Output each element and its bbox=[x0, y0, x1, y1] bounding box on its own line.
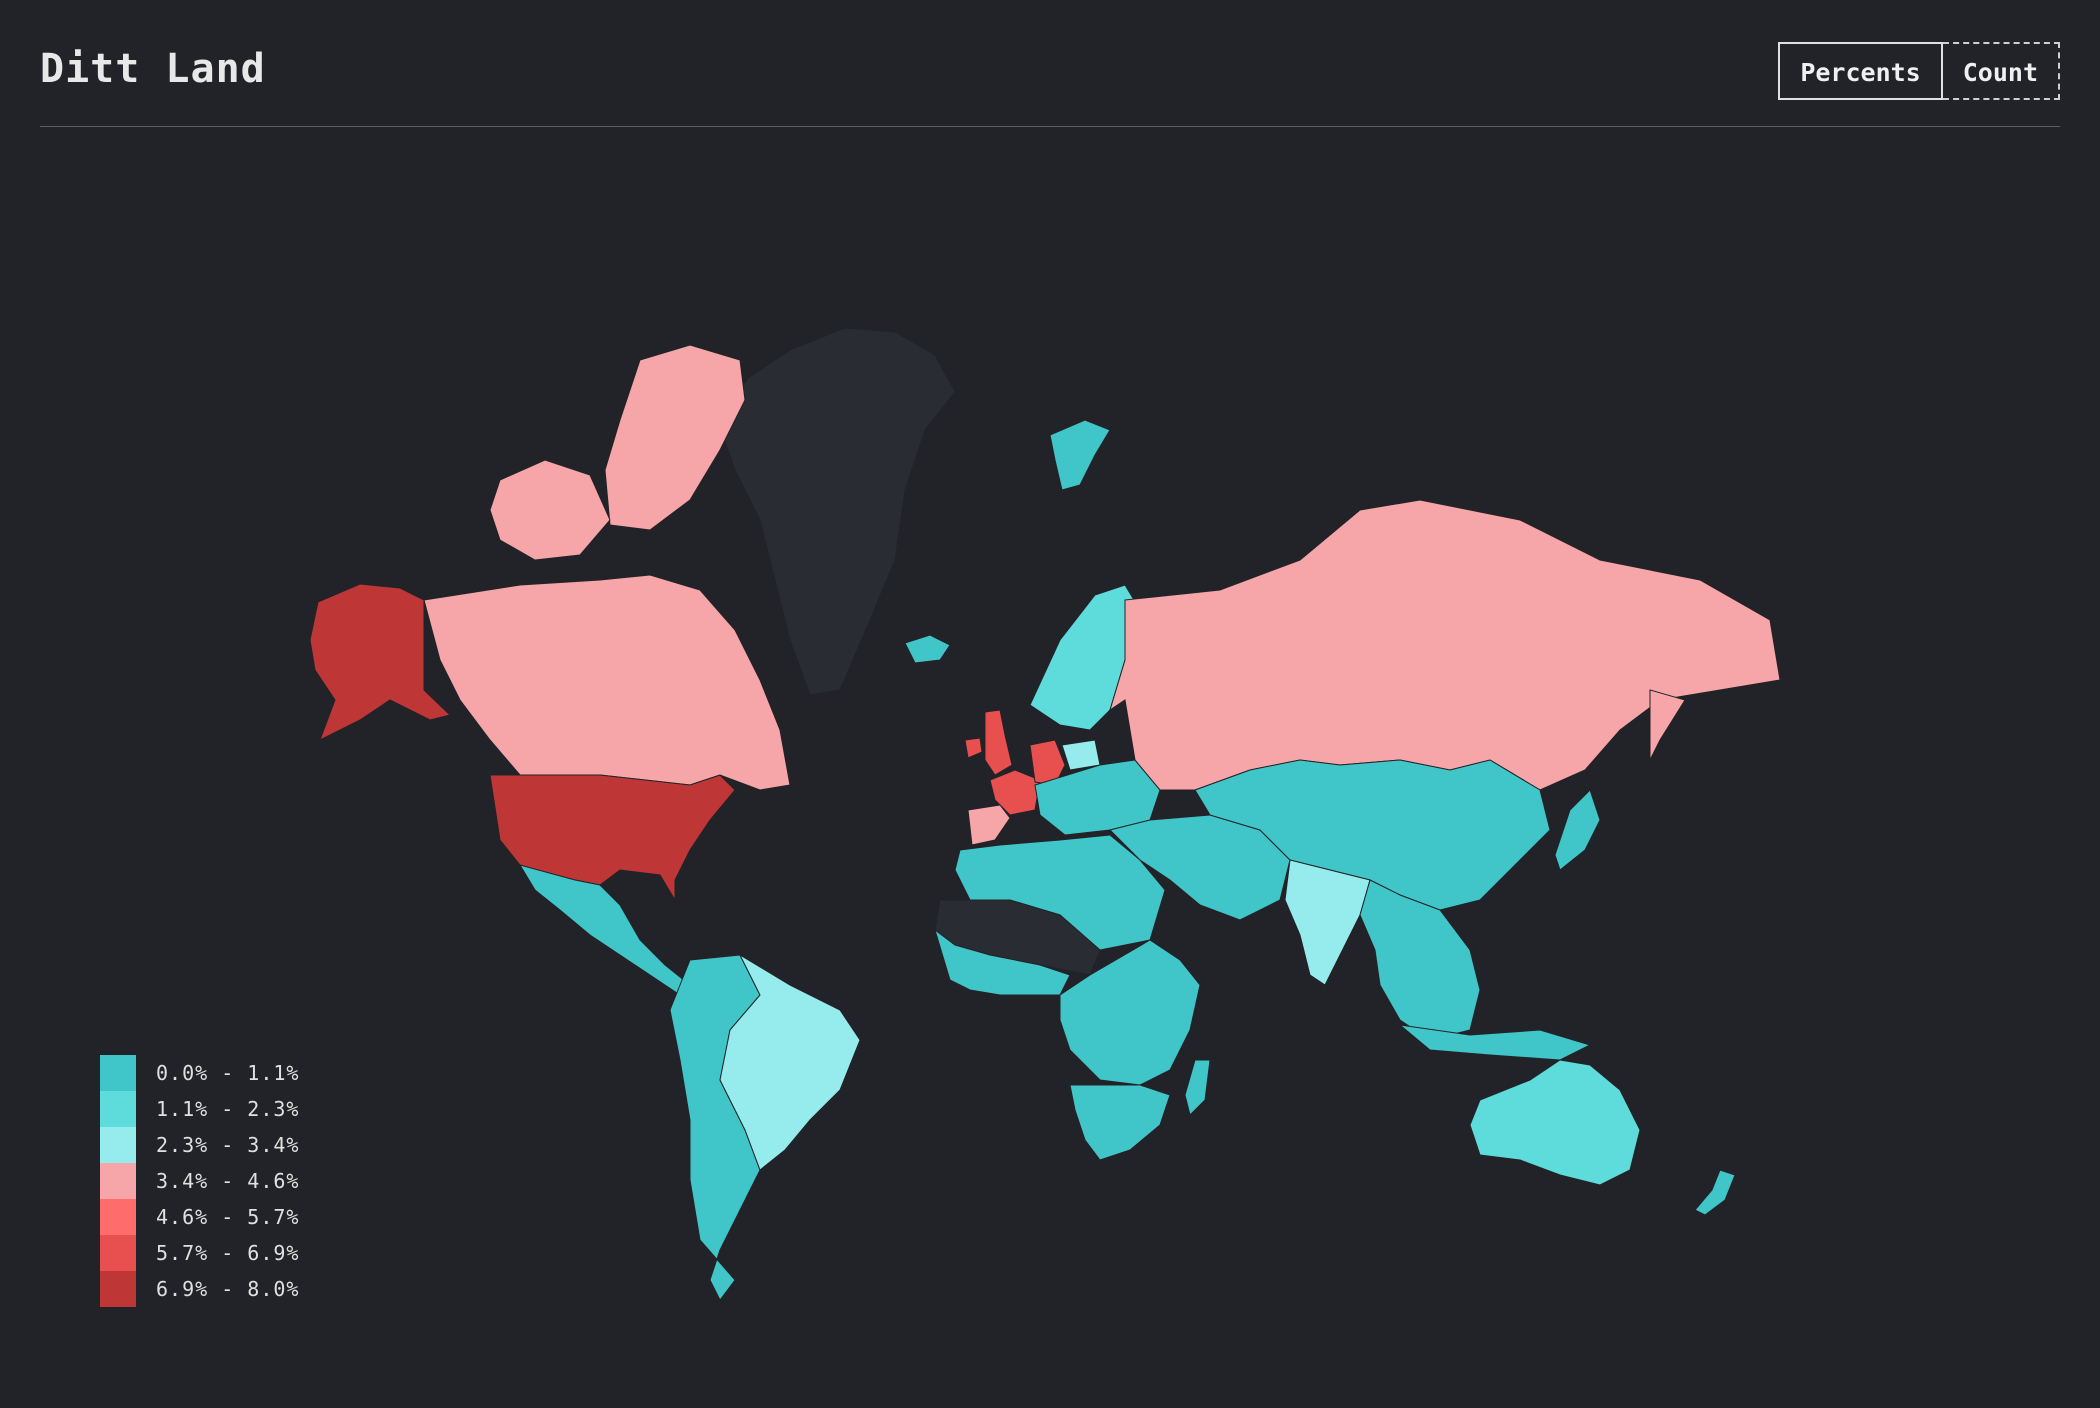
region-iceland[interactable] bbox=[904, 634, 951, 664]
legend-row: 3.4% - 4.6% bbox=[100, 1163, 299, 1199]
region-svalbard[interactable] bbox=[1049, 419, 1111, 491]
legend-label: 1.1% - 2.3% bbox=[156, 1097, 300, 1121]
region-japan[interactable] bbox=[1554, 789, 1601, 871]
legend-label: 0.0% - 1.1% bbox=[156, 1061, 300, 1085]
world-map bbox=[309, 327, 1781, 1301]
legend-row: 0.0% - 1.1% bbox=[100, 1055, 299, 1091]
legend-swatch bbox=[100, 1271, 136, 1307]
region-spain[interactable] bbox=[967, 804, 1011, 846]
legend-swatch bbox=[100, 1163, 136, 1199]
region-poland[interactable] bbox=[1061, 739, 1101, 771]
legend-row: 5.7% - 6.9% bbox=[100, 1235, 299, 1271]
region-southern-africa[interactable] bbox=[1069, 1084, 1171, 1161]
count-button[interactable]: Count bbox=[1942, 42, 2060, 100]
region-india[interactable] bbox=[1284, 859, 1371, 986]
legend: 0.0% - 1.1% 1.1% - 2.3% 2.3% - 3.4% 3.4%… bbox=[100, 1055, 299, 1307]
region-canadian-arctic[interactable] bbox=[604, 344, 746, 531]
map-regions bbox=[309, 327, 1781, 1301]
metric-toggle: Percents Count bbox=[1778, 42, 2060, 102]
region-new-zealand[interactable] bbox=[1694, 1169, 1736, 1216]
region-madagascar[interactable] bbox=[1184, 1059, 1211, 1116]
page-title: Ditt Land bbox=[40, 46, 266, 92]
legend-label: 6.9% - 8.0% bbox=[156, 1277, 300, 1301]
region-russia[interactable] bbox=[1109, 499, 1781, 791]
region-middle-east[interactable] bbox=[1109, 814, 1291, 921]
legend-swatch bbox=[100, 1235, 136, 1271]
region-usa[interactable] bbox=[489, 774, 736, 902]
region-russia-east[interactable] bbox=[1649, 689, 1686, 761]
region-canadian-arctic-2[interactable] bbox=[489, 459, 611, 561]
legend-swatch bbox=[100, 1127, 136, 1163]
region-canada[interactable] bbox=[423, 574, 791, 791]
region-west-africa[interactable] bbox=[934, 928, 1071, 996]
legend-label: 2.3% - 3.4% bbox=[156, 1133, 300, 1157]
region-uk[interactable] bbox=[984, 709, 1013, 776]
legend-swatch bbox=[100, 1055, 136, 1091]
region-ireland[interactable] bbox=[964, 737, 983, 759]
region-greenland[interactable] bbox=[717, 327, 956, 696]
percents-button[interactable]: Percents bbox=[1778, 42, 1943, 100]
region-australia[interactable] bbox=[1469, 1059, 1641, 1186]
legend-row: 4.6% - 5.7% bbox=[100, 1199, 299, 1235]
region-alaska[interactable] bbox=[309, 583, 451, 742]
legend-row: 2.3% - 3.4% bbox=[100, 1127, 299, 1163]
region-scandinavia[interactable] bbox=[1029, 584, 1141, 731]
legend-swatch bbox=[100, 1199, 136, 1235]
legend-row: 6.9% - 8.0% bbox=[100, 1271, 299, 1307]
header: Ditt Land Percents Count bbox=[40, 28, 2060, 127]
legend-label: 5.7% - 6.9% bbox=[156, 1241, 300, 1265]
region-indonesia[interactable] bbox=[1398, 1024, 1592, 1061]
legend-label: 4.6% - 5.7% bbox=[156, 1205, 300, 1229]
legend-swatch bbox=[100, 1091, 136, 1127]
region-central-africa[interactable] bbox=[1059, 939, 1201, 1086]
legend-label: 3.4% - 4.6% bbox=[156, 1169, 300, 1193]
legend-row: 1.1% - 2.3% bbox=[100, 1091, 299, 1127]
region-brazil[interactable] bbox=[719, 953, 861, 1171]
region-france[interactable] bbox=[989, 769, 1041, 816]
region-germany[interactable] bbox=[1029, 739, 1066, 786]
